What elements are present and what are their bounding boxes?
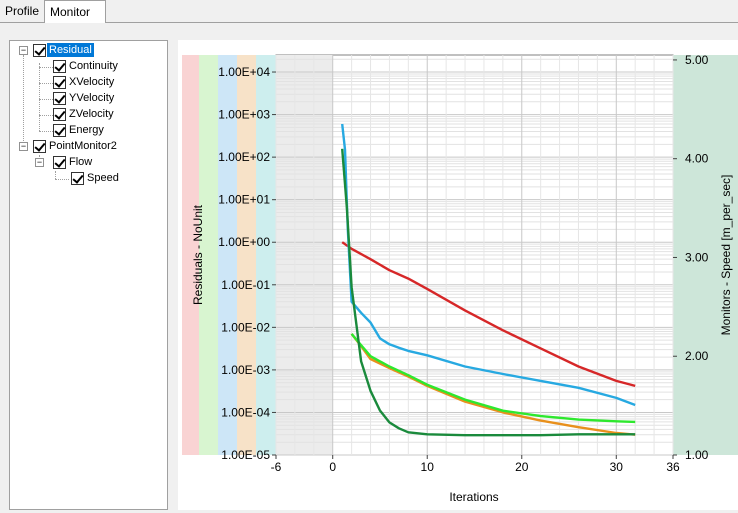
series-line-3 <box>350 333 636 436</box>
y-axis-right-label: Monitors - Speed [m_per_sec] <box>719 175 733 336</box>
y-right-tick-label: 4.00 <box>685 152 709 166</box>
x-tick-label: 36 <box>666 460 680 474</box>
x-tick-label: 20 <box>515 460 529 474</box>
tree-item-pointmonitor2[interactable]: PointMonitor2 <box>49 140 117 152</box>
tree-line <box>39 83 53 84</box>
tree-item-yvelocity[interactable]: YVelocity <box>69 92 115 104</box>
x-tick-label: -6 <box>271 460 282 474</box>
tree-line <box>39 99 53 100</box>
tree-item-speed[interactable]: Speed <box>87 172 119 184</box>
y-left-tick-label: 1.00E-02 <box>221 320 270 334</box>
tree-item-continuity[interactable]: Continuity <box>69 60 118 72</box>
tab-profile[interactable]: Profile <box>5 4 40 18</box>
residual-band <box>182 55 201 455</box>
tree-line <box>39 63 40 131</box>
y-left-tick-label: 1.00E+02 <box>218 150 270 164</box>
residuals-chart: 1.00E+04 1.00E+03 1.00E+02 1.00E+01 1.00E+00… <box>182 53 738 504</box>
tree-item-zvelocity[interactable]: ZVelocity <box>69 108 114 120</box>
y-axis-left-label: Residuals - NoUnit <box>191 204 205 305</box>
x-axis-label: Iterations <box>449 490 498 504</box>
series-line-5 <box>341 148 636 437</box>
tree-line <box>39 67 53 68</box>
chart-panel: 1.00E+04 1.00E+03 1.00E+02 1.00E+01 1.00E+00… <box>178 40 738 510</box>
residual-band <box>256 55 276 455</box>
tree-item-residual[interactable]: Residual <box>47 43 94 57</box>
tab-bar-border <box>0 22 738 23</box>
tree-item-flow[interactable]: Flow <box>69 156 93 168</box>
tree-item-xvelocity[interactable]: XVelocity <box>69 76 115 88</box>
tree-line <box>55 171 56 179</box>
yvelocity-checkbox-icon[interactable] <box>53 92 66 105</box>
tree-line <box>23 55 24 147</box>
continuity-checkbox-icon[interactable] <box>53 60 66 73</box>
series-line-4 <box>350 333 636 424</box>
residual-band <box>237 55 256 455</box>
tree-item-energy[interactable]: Energy <box>69 124 104 136</box>
y-left-tick-label: 1.00E-04 <box>221 405 270 419</box>
y-left-tick-label: 1.00E-03 <box>221 363 270 377</box>
monitor-tree: − Residual Continuity XVelocity YVelocit… <box>9 40 168 510</box>
monitor-band <box>673 55 738 455</box>
x-tick-label: 30 <box>610 460 624 474</box>
energy-checkbox-icon[interactable] <box>53 124 66 137</box>
y-right-tick-label: 2.00 <box>685 349 709 363</box>
xvelocity-checkbox-icon[interactable] <box>53 76 66 89</box>
speed-checkbox-icon[interactable] <box>71 172 84 185</box>
y-right-tick-label: 1.00 <box>685 448 709 462</box>
y-right-tick-label: 3.00 <box>685 250 709 264</box>
y-left-tick-label: 1.00E+03 <box>218 108 270 122</box>
collapse-icon[interactable]: − <box>35 157 44 167</box>
tree-line <box>39 115 53 116</box>
y-right-tick-label: 5.00 <box>685 53 709 67</box>
y-left-tick-label: 1.00E+04 <box>218 65 270 79</box>
collapse-icon[interactable]: − <box>19 45 28 55</box>
tree-line <box>55 179 69 180</box>
flow-checkbox-icon[interactable] <box>53 156 66 169</box>
y-left-tick-label: 1.00E+00 <box>218 235 270 249</box>
residual-band <box>218 55 237 455</box>
tree-line <box>39 131 53 132</box>
residual-checkbox-icon[interactable] <box>33 44 46 57</box>
x-tick-label: 10 <box>421 460 435 474</box>
x-tick-label: 0 <box>329 460 336 474</box>
y-left-tick-label: 1.00E-01 <box>221 278 270 292</box>
y-left-tick-label: 1.00E-05 <box>221 448 270 462</box>
tab-monitor[interactable]: Monitor <box>44 0 106 23</box>
collapse-icon[interactable]: − <box>19 141 28 151</box>
tab-bar: Profile Monitor <box>0 0 738 24</box>
y-left-tick-label: 1.00E+01 <box>218 193 270 207</box>
pointmonitor-checkbox-icon[interactable] <box>33 140 46 153</box>
residual-band <box>199 55 218 455</box>
series-line-1 <box>341 241 636 388</box>
zvelocity-checkbox-icon[interactable] <box>53 108 66 121</box>
